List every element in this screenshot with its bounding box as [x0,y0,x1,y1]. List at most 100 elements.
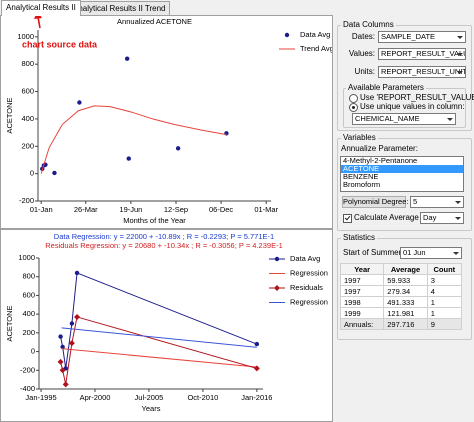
x-tick-label: 01-Mar [254,205,278,214]
x-tick-label: Jan-2016 [241,393,272,402]
field-label: Units: [354,67,375,76]
data-point [77,100,82,105]
series-line [61,348,257,368]
table-cell: 1999 [339,307,385,319]
x-axis-label: Years [142,404,161,413]
diamond-marker [62,381,69,388]
annotation: chart source data [22,39,98,49]
x-tick-label: Jan-1995 [25,393,56,402]
legend-label: Trend Avg [300,44,332,53]
dropdown[interactable]: 01 Jun [400,247,462,259]
series-line [40,105,227,174]
field-label: Annualize Parameter: [341,144,418,153]
dropdown[interactable]: CHEMICAL_NAME [352,113,456,125]
data-point [60,344,65,350]
y-tick-label: 0 [30,169,34,178]
checkbox-label: Calculate Average By: [354,213,433,222]
x-tick-label: 19-Jun [119,205,142,214]
group-title: Statistics [341,233,378,242]
table-row: 1997 59.933 3 [339,274,463,286]
checkbox[interactable] [343,214,352,223]
table-cell: 59.933 [383,274,428,286]
dropdown[interactable]: SAMPLE_DATE [378,31,466,43]
group-box [337,138,472,231]
x-axis-label: Months of the Year [123,216,186,225]
list-item[interactable]: ACETONE [341,165,463,173]
chart-title: Data Regression: y = 22000 + -10.89x ; R… [54,232,274,241]
field-label: Start of Summer: [343,248,404,257]
column-header: Count [426,263,463,275]
table-cell: 279.34 [383,285,428,297]
button[interactable]: Polynomial Degree: [342,196,409,208]
list-item[interactable]: 4-Methyl-2-Pentanone [343,156,418,165]
table-cell: 1 [426,296,463,308]
diamond-marker [74,313,81,320]
y-tick-label: 400 [22,309,35,318]
group-box [337,238,472,340]
y-axis-label: ACETONE [5,305,14,341]
dropdown[interactable]: REPORT_RESULT_UNIT [378,66,466,78]
table-cell: 9 [426,318,463,330]
table-cell: 297.716 [383,318,428,330]
parameter-list: 4-Methyl-2-Pentanone ACETONE BENZENE Bromof… [340,156,464,192]
top-chart-panel: Annualized ACETONE ACETONE Months of the Y… [0,15,334,229]
field-label: Values: [348,49,375,58]
y-tick-label: 400 [21,114,34,123]
data-point [175,146,181,151]
y-tick-label: 800 [22,272,35,281]
y-tick-label: 600 [22,290,35,299]
dropdown[interactable]: REPORT_RESULT_VALUE [378,48,466,60]
y-tick-label: -200 [19,196,34,205]
legend-marker [274,256,280,262]
radio-button[interactable] [349,103,358,112]
diamond-marker [57,358,64,365]
y-tick-label: -200 [20,365,35,374]
radio-button[interactable] [349,94,358,103]
data-point [126,156,131,161]
top-chart: Annualized ACETONE ACETONE Months of the Y… [5,17,334,225]
statistics-table: Year Average Count 1997 59.933 3 1997 279.34 4 19… [339,263,463,330]
x-tick-label: Apr-2000 [80,393,111,402]
annotation-arrow [37,16,41,29]
table-cell: 4 [426,285,463,297]
data-point [254,341,260,347]
x-tick-label: Oct-2010 [187,393,218,402]
table-row: 1998 491.333 1 [339,296,463,308]
y-axis-label: ACETONE [5,97,14,133]
legend-label: Data Avg [290,254,320,263]
diamond-marker [68,340,75,347]
table-row: 1999 121.981 1 [339,307,463,319]
diamond-marker [59,367,66,374]
series-line [61,327,257,348]
legend-marker [274,285,280,291]
y-tick-label: -400 [20,384,35,393]
data-point [69,321,75,326]
x-tick-label: Jul-2005 [135,393,164,402]
list-item[interactable]: Bromoform [343,180,381,189]
chart-subtitle: Residuals Regression: y = 20680 + -10.34… [45,241,283,250]
legend-marker [284,32,290,38]
data-point [74,270,80,276]
bottom-chart-panel: Data Regression: y = 22000 + -10.89x ; R… [0,229,333,422]
table-cell: 1998 [339,296,385,308]
y-tick-label: 0 [31,347,35,356]
group-title: Available Parameters [346,83,426,92]
y-tick-label: 800 [21,59,34,68]
x-tick-label: 26-Mar [74,205,98,214]
x-tick-label: 01-Jan [30,205,53,214]
tab[interactable]: Analytical Results II [1,0,81,16]
table-cell: 491.333 [383,296,428,308]
bottom-chart: Data Regression: y = 22000 + -10.89x ; R… [5,232,328,413]
y-tick-label: 1000 [17,32,34,41]
spinner[interactable]: 5 [410,196,464,208]
chart-title: Annualized ACETONE [117,17,192,26]
legend-label: Residuals [290,283,323,292]
table-cell: 1997 [339,274,385,286]
dropdown[interactable]: Day [420,212,464,224]
group-title: Variables [341,133,378,142]
data-point [58,334,63,339]
list-item[interactable]: BENZENE [343,172,379,181]
series-line [60,316,257,385]
y-tick-label: 200 [22,328,35,337]
